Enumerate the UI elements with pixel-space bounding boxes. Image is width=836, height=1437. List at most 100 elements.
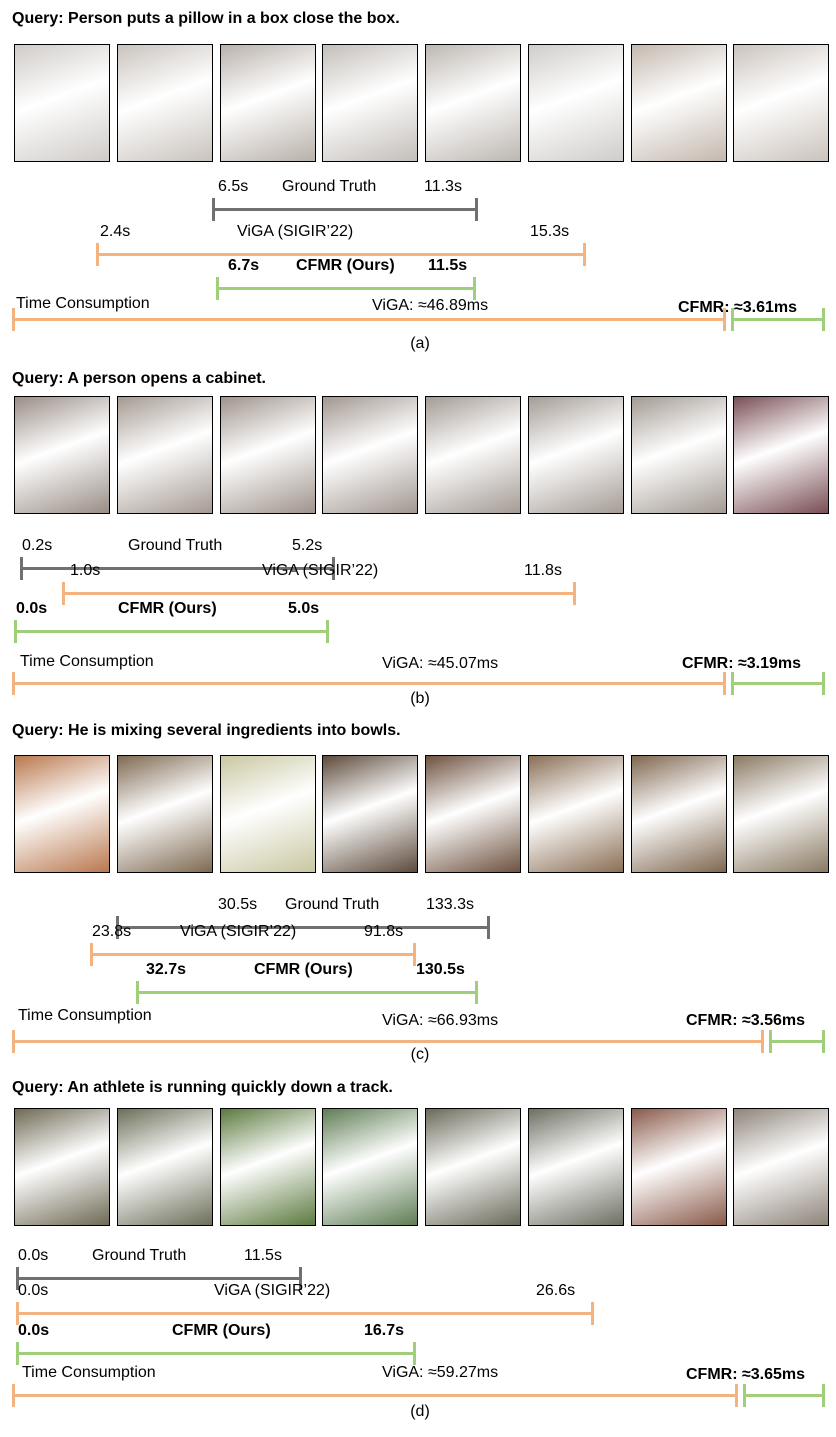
cfmr-start-label: 6.7s [228,257,260,274]
video-frame [631,44,727,162]
video-frame [425,755,521,873]
video-frame [425,396,521,514]
video-frame [14,396,110,514]
video-frame [425,44,521,162]
viga-end-label: 11.8s [524,562,562,579]
query-text: Query: He is mixing several ingredients … [12,722,401,739]
video-frame [528,44,624,162]
ground-truth-name-label: Ground Truth [128,537,223,554]
video-frame [322,755,418,873]
viga-name-label: ViGA (SIGIR’22) [262,562,379,579]
viga-name-label: ViGA (SIGIR’22) [237,223,354,240]
cfmr-start-label: 32.7s [146,961,187,978]
cfmr-time-label: CFMR: ≈3.61ms [678,299,798,316]
video-frame [322,396,418,514]
panel-caption: (b) [410,690,430,707]
video-frame [220,755,316,873]
viga-name-label: ViGA (SIGIR’22) [214,1282,331,1299]
ground-truth-end-label: 133.3s [426,896,475,913]
video-frame [733,1108,829,1226]
panel-caption: (d) [410,1403,430,1420]
video-frame [117,396,213,514]
video-frame [528,755,624,873]
video-frame [733,44,829,162]
viga-start-label: 2.4s [100,223,131,240]
cfmr-time-bar [769,1030,825,1053]
viga-time-bar [12,1030,764,1053]
cfmr-end-label: 5.0s [288,600,320,617]
viga-name-label: ViGA (SIGIR’22) [180,923,297,940]
cfmr-time-label: CFMR: ≈3.56ms [686,1012,806,1029]
cfmr-bar [14,620,329,643]
viga-end-label: 91.8s [364,923,404,940]
cfmr-start-label: 0.0s [16,600,48,617]
cfmr-name-label: CFMR (Ours) [118,600,217,617]
viga-end-label: 15.3s [530,223,570,240]
video-frame [631,396,727,514]
video-frame [528,396,624,514]
video-frame [631,1108,727,1226]
video-frame [322,1108,418,1226]
cfmr-end-label: 11.5s [428,257,468,274]
time-consumption-label: Time Consumption [20,653,154,670]
cfmr-time-label: CFMR: ≈3.65ms [686,1366,806,1383]
video-frame [14,1108,110,1226]
viga-start-label: 1.0s [70,562,101,579]
video-frame [220,44,316,162]
ground-truth-end-label: 11.3s [424,178,462,195]
video-frame [14,755,110,873]
ground-truth-end-label: 11.5s [244,1247,282,1264]
ground-truth-start-label: 30.5s [218,896,258,913]
panel-caption: (a) [410,335,430,352]
video-frame [117,755,213,873]
query-text: Query: A person opens a cabinet. [12,370,266,387]
query-text: Query: An athlete is running quickly dow… [12,1079,393,1096]
cfmr-end-label: 130.5s [416,961,465,978]
viga-time-bar [12,1384,738,1407]
ground-truth-name-label: Ground Truth [282,178,377,195]
time-consumption-label: Time Consumption [18,1007,152,1024]
video-frame [733,396,829,514]
ground-truth-name-label: Ground Truth [285,896,380,913]
query-text: Query: Person puts a pillow in a box clo… [12,10,400,27]
video-frame [322,44,418,162]
cfmr-time-bar [743,1384,825,1407]
viga-time-label: ViGA: ≈46.89ms [372,297,489,314]
ground-truth-bar [116,916,490,939]
time-consumption-label: Time Consumption [22,1364,156,1381]
viga-end-label: 26.6s [536,1282,576,1299]
ground-truth-name-label: Ground Truth [92,1247,187,1264]
cfmr-name-label: CFMR (Ours) [254,961,353,978]
ground-truth-start-label: 0.0s [18,1247,49,1264]
cfmr-start-label: 0.0s [18,1322,50,1339]
viga-start-label: 0.0s [18,1282,49,1299]
video-frame [117,1108,213,1226]
video-frame [220,396,316,514]
video-frame [425,1108,521,1226]
time-consumption-label: Time Consumption [16,295,150,312]
cfmr-bar [16,1342,416,1365]
video-frame [733,755,829,873]
video-frame [220,1108,316,1226]
panel-caption: (c) [410,1046,430,1063]
ground-truth-start-label: 6.5s [218,178,249,195]
video-frame [528,1108,624,1226]
ground-truth-bar [212,198,478,221]
cfmr-time-bar [731,672,825,695]
cfmr-time-bar [731,308,825,331]
video-frame [14,44,110,162]
video-frame [117,44,213,162]
viga-bar [96,243,586,266]
cfmr-bar [136,981,478,1004]
viga-bar [62,582,576,605]
viga-time-label: ViGA: ≈66.93ms [382,1012,499,1029]
ground-truth-bar [20,557,335,580]
viga-time-label: ViGA: ≈59.27ms [382,1364,499,1381]
cfmr-bar [216,277,476,300]
viga-bar [16,1302,594,1325]
cfmr-end-label: 16.7s [364,1322,405,1339]
cfmr-name-label: CFMR (Ours) [296,257,395,274]
ground-truth-start-label: 0.2s [22,537,53,554]
ground-truth-bar [16,1267,302,1290]
viga-bar [90,943,416,966]
